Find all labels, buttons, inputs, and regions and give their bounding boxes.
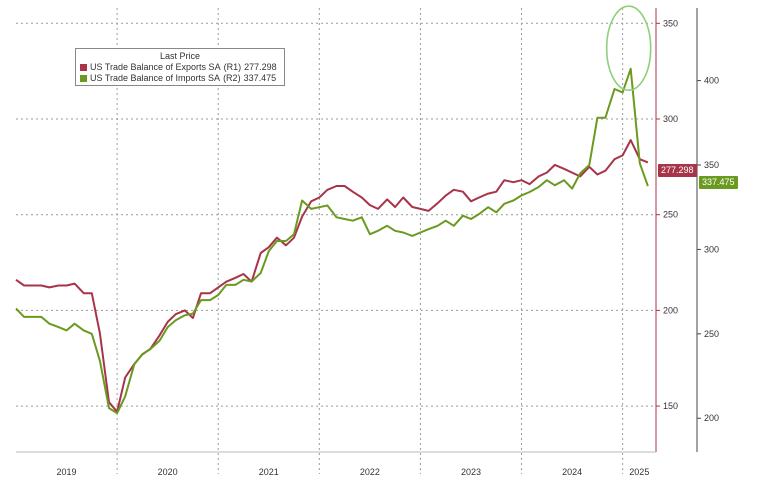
- legend-item-imports: US Trade Balance of Imports SA (R2) 337.…: [80, 73, 280, 84]
- legend-axis-imports: (R2): [223, 73, 241, 83]
- r2-tick-label: 300: [704, 244, 719, 254]
- gridlines: [16, 8, 656, 474]
- x-tick-label: 2022: [360, 467, 380, 477]
- r1-tick-label: 350: [663, 18, 678, 28]
- legend-label-exports: US Trade Balance of Exports SA: [90, 62, 221, 72]
- series-lines: [15, 67, 649, 415]
- r1-tick-label: 200: [663, 305, 678, 315]
- x-tick-labels: 2019 2020 2021 2022 2023 2024 2025: [57, 467, 650, 477]
- series-line-exports: [15, 139, 649, 413]
- series-line-imports: [15, 67, 649, 415]
- r2-tick-label: 350: [704, 160, 719, 170]
- r1-tick-label: 150: [663, 401, 678, 411]
- r1-tick-label: 250: [663, 210, 678, 220]
- legend-value-exports: 277.298: [244, 62, 277, 72]
- legend-value-imports: 337.475: [243, 73, 277, 83]
- r2-tick-label: 200: [704, 413, 719, 423]
- last-value-tag-exports: 277.298: [658, 164, 697, 177]
- legend-title: Last Price: [159, 51, 201, 61]
- r1-tick-label: 300: [663, 114, 678, 124]
- x-tick-label: 2020: [158, 467, 178, 477]
- legend-swatch-imports: [80, 75, 87, 82]
- r2-tick-labels: 200 250 300 350 400: [697, 76, 719, 423]
- x-tick-label: 2024: [562, 467, 582, 477]
- last-value-tag-imports: 337.475: [699, 176, 738, 189]
- axes: [16, 8, 698, 453]
- x-tick-label: 2025: [629, 467, 649, 477]
- r2-tick-label: 250: [704, 329, 719, 339]
- r1-tick-labels: 150 200 250 300 350: [656, 18, 678, 411]
- legend-swatch-exports: [80, 64, 87, 71]
- x-tick-label: 2019: [57, 467, 77, 477]
- legend-axis-exports: (R1): [223, 62, 242, 72]
- r2-tick-label: 400: [704, 76, 719, 86]
- x-tick-label: 2021: [259, 467, 279, 477]
- highlight-circle: [605, 5, 652, 91]
- x-tick-label: 2023: [461, 467, 481, 477]
- legend-label-imports: US Trade Balance of Imports SA: [90, 73, 221, 83]
- legend-item-exports: US Trade Balance of Exports SA (R1) 277.…: [80, 62, 280, 73]
- legend: Last Price US Trade Balance of Exports S…: [75, 48, 285, 86]
